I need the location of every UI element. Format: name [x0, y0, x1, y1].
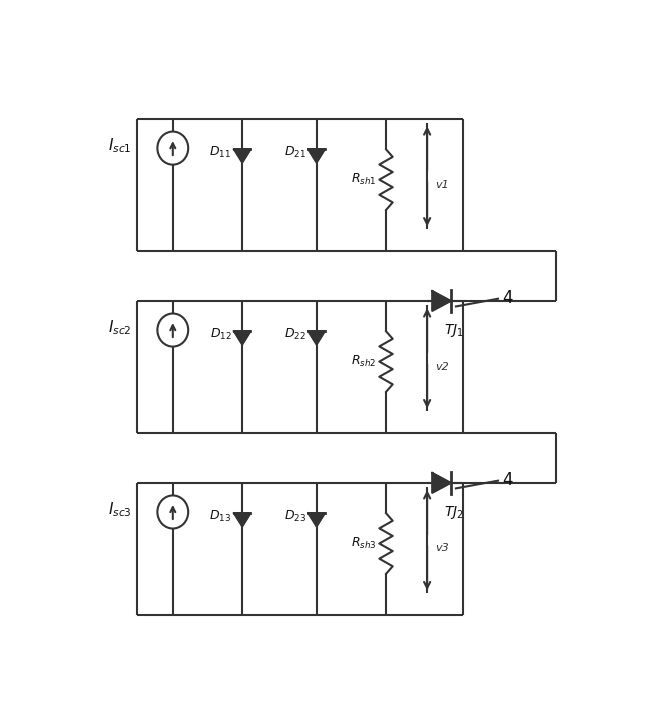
Text: $R_{sh2}$: $R_{sh2}$: [351, 354, 377, 369]
Text: $I_{sc1}$: $I_{sc1}$: [108, 136, 132, 155]
Text: v3: v3: [435, 543, 449, 553]
Polygon shape: [432, 291, 451, 311]
Polygon shape: [432, 473, 451, 493]
Text: $I_{sc3}$: $I_{sc3}$: [108, 500, 132, 518]
Text: $R_{sh1}$: $R_{sh1}$: [351, 172, 377, 187]
Text: $D_{23}$: $D_{23}$: [284, 509, 306, 524]
Text: $D_{12}$: $D_{12}$: [210, 327, 231, 342]
Text: $TJ_2$: $TJ_2$: [444, 504, 464, 521]
Polygon shape: [308, 150, 325, 163]
Text: $D_{21}$: $D_{21}$: [284, 145, 306, 160]
Text: $D_{11}$: $D_{11}$: [210, 145, 231, 160]
Text: 4: 4: [502, 470, 512, 488]
Text: 4: 4: [502, 289, 512, 306]
Text: $I_{sc2}$: $I_{sc2}$: [108, 318, 132, 337]
Text: $D_{22}$: $D_{22}$: [284, 327, 306, 342]
Text: v2: v2: [435, 362, 449, 372]
Polygon shape: [308, 513, 325, 526]
Text: $TJ_1$: $TJ_1$: [444, 322, 464, 339]
Text: v1: v1: [435, 180, 449, 190]
Polygon shape: [234, 513, 251, 526]
Text: $R_{sh3}$: $R_{sh3}$: [351, 536, 377, 551]
Polygon shape: [308, 332, 325, 344]
Text: $D_{13}$: $D_{13}$: [210, 509, 231, 524]
Polygon shape: [234, 332, 251, 344]
Polygon shape: [234, 150, 251, 163]
